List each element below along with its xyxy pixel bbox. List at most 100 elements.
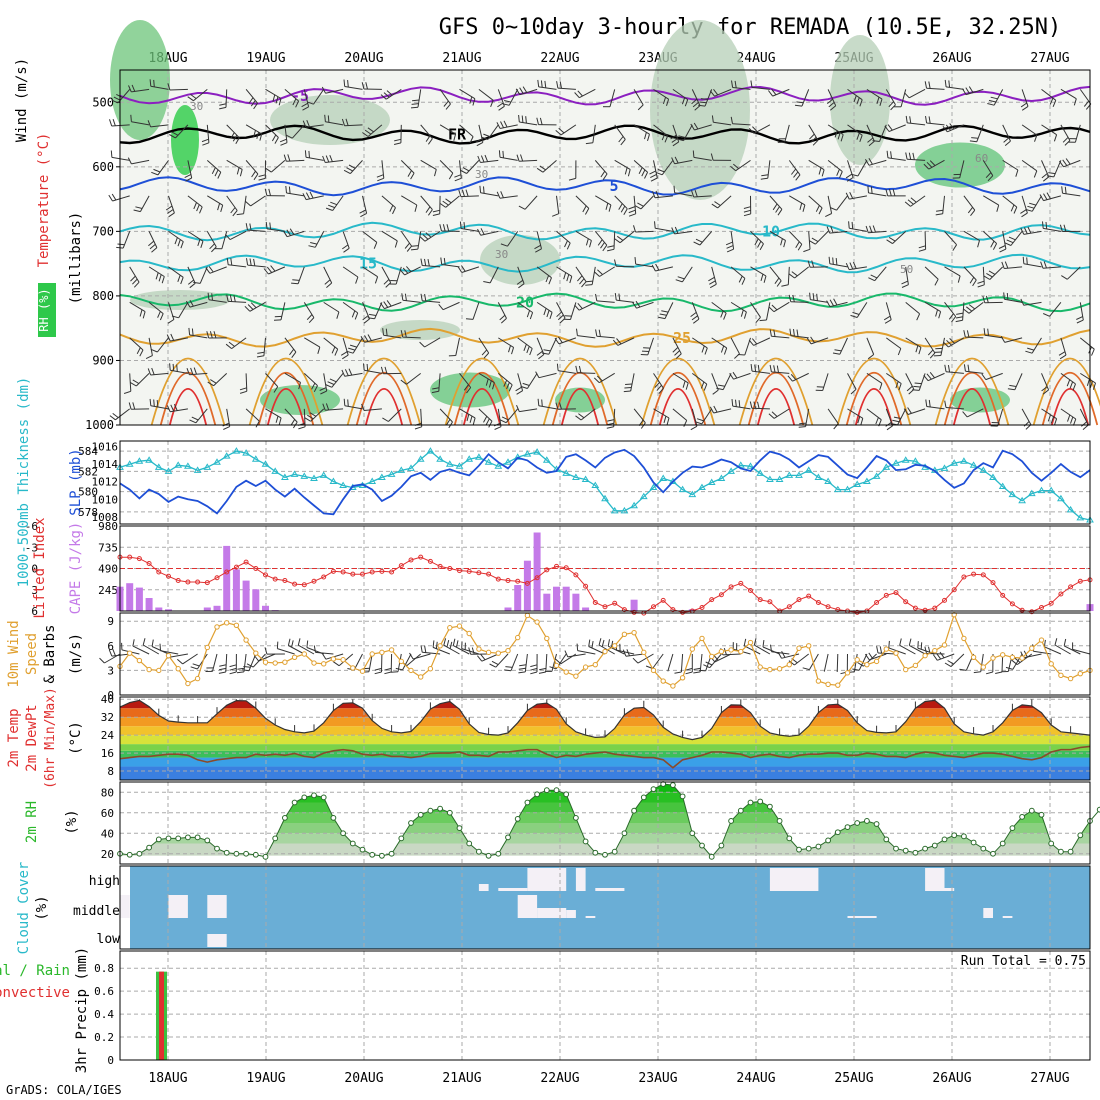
li-tick-label: 3 (31, 584, 38, 597)
upper-wind-barb (129, 266, 140, 283)
upper-wind-barb-flag (559, 402, 562, 410)
rh-point (553, 787, 560, 794)
upper-wind-barb-flag (111, 193, 117, 201)
thickness-axis-label: 1000-500mb Thickness (dm) (16, 377, 32, 588)
upper-wind-barb (1079, 337, 1095, 350)
upper-wind-barb (577, 372, 596, 374)
upper-wind-barb-flag (149, 398, 152, 406)
wind-speed-point (214, 624, 220, 630)
thickness-point (145, 456, 153, 463)
surface-wind-barb-flag (505, 666, 513, 668)
surface-wind-barb-flag (777, 651, 782, 659)
upper-wind-barb-flag (128, 402, 132, 410)
upper-wind-barb-flag (768, 90, 773, 97)
upper-wind-barb-flag (526, 346, 530, 354)
surface-wind-barb-flag (112, 649, 116, 656)
li-point (893, 590, 899, 596)
thickness-point (814, 473, 823, 480)
surface-wind-barb-flag (879, 646, 883, 654)
upper-wind-barb-flag (585, 238, 589, 246)
li-point (718, 592, 724, 598)
upper-wind-barb (472, 302, 480, 320)
upper-wind-barb-flag (1003, 137, 1010, 143)
surface-temp-contour (266, 388, 306, 426)
surface-wind-barb-flag (409, 652, 414, 660)
upper-wind-barb-flag (266, 266, 273, 273)
upper-wind-barb (792, 372, 809, 382)
upper-wind-barb-flag (895, 381, 899, 389)
upper-wind-barb (767, 160, 771, 179)
upper-wind-barb (910, 195, 926, 207)
upper-wind-barb-flag (282, 230, 288, 237)
upper-wind-barb-flag (232, 210, 238, 217)
upper-wind-barb-flag (508, 345, 511, 353)
upper-wind-barb (519, 408, 538, 413)
thickness-point (174, 461, 183, 468)
li-point (951, 587, 957, 593)
upper-wind-barb (231, 337, 247, 350)
upper-wind-barb (325, 121, 344, 126)
upper-wind-barb-flag (623, 390, 631, 393)
surface-wind-barb (288, 645, 305, 655)
surface-temp-contour (738, 357, 814, 426)
upper-wind-barb-flag (792, 294, 795, 302)
upper-wind-barb-flag (809, 240, 816, 245)
upper-wind-barb-flag (319, 387, 327, 391)
upper-wind-barb-flag (771, 88, 777, 96)
li-point (301, 582, 307, 588)
upper-wind-barb (647, 337, 654, 356)
li-point (1019, 607, 1025, 613)
upper-wind-barb-flag (302, 106, 309, 111)
upper-wind-barb-flag (967, 206, 973, 214)
upper-wind-barb (1021, 159, 1038, 172)
thickness-point (242, 449, 250, 456)
rh-point (708, 853, 715, 860)
upper-wind-barb-flag (156, 400, 159, 408)
upper-wind-barb-flag (331, 346, 336, 354)
upper-wind-barb-flag (988, 99, 996, 103)
li-point (136, 556, 142, 562)
upper-wind-barb-flag (652, 191, 656, 198)
surface-wind-barb (338, 653, 354, 667)
rh-point (1009, 825, 1016, 832)
upper-wind-barb (150, 405, 169, 410)
upper-wind-barb (945, 407, 964, 410)
upper-wind-barb-flag (265, 221, 268, 229)
upper-wind-barb-flag (301, 102, 308, 108)
upper-wind-barb-flag (279, 138, 287, 143)
upper-wind-barb-flag (502, 150, 504, 158)
upper-wind-barb-flag (477, 228, 482, 236)
top-date-label: 22AUG (540, 51, 579, 66)
upper-wind-barb-flag (987, 328, 989, 336)
bottom-date-label: 25AUG (834, 1071, 873, 1086)
upper-wind-barb-flag (167, 319, 175, 324)
upper-wind-barb-flag (797, 244, 803, 251)
surface-wind-barb (277, 648, 295, 655)
wind-speed-point (1029, 645, 1035, 651)
upper-wind-barb-flag (738, 275, 743, 283)
surface-wind-barb-flag (491, 660, 499, 666)
upper-wind-barb-flag (498, 150, 501, 158)
surface-temp-contour (462, 388, 502, 426)
rh-point (834, 829, 841, 836)
upper-wind-barb (323, 373, 328, 392)
upper-wind-barb (557, 87, 576, 90)
surface-wind-barb-flag (435, 641, 438, 649)
upper-wind-barb-flag (597, 239, 603, 246)
upper-wind-barb-flag (443, 257, 446, 266)
upper-wind-barb-flag (541, 352, 549, 355)
upper-wind-barb-flag (174, 237, 178, 245)
wind-speed-point (1077, 670, 1084, 677)
upper-wind-barb (924, 266, 939, 280)
upper-wind-barb (847, 88, 863, 101)
upper-wind-barb (808, 124, 819, 141)
surface-wind-barb-flag (159, 643, 161, 651)
upper-wind-barb (794, 266, 810, 279)
surface-wind-barb-flag (549, 666, 557, 670)
upper-wind-barb-flag (516, 154, 520, 162)
upper-wind-barb-flag (985, 295, 989, 303)
upper-wind-barb-flag (875, 417, 879, 425)
cape-tick-label: 980 (98, 520, 118, 533)
upper-wind-barb (381, 195, 396, 208)
upper-wind-barb-flag (593, 271, 600, 277)
